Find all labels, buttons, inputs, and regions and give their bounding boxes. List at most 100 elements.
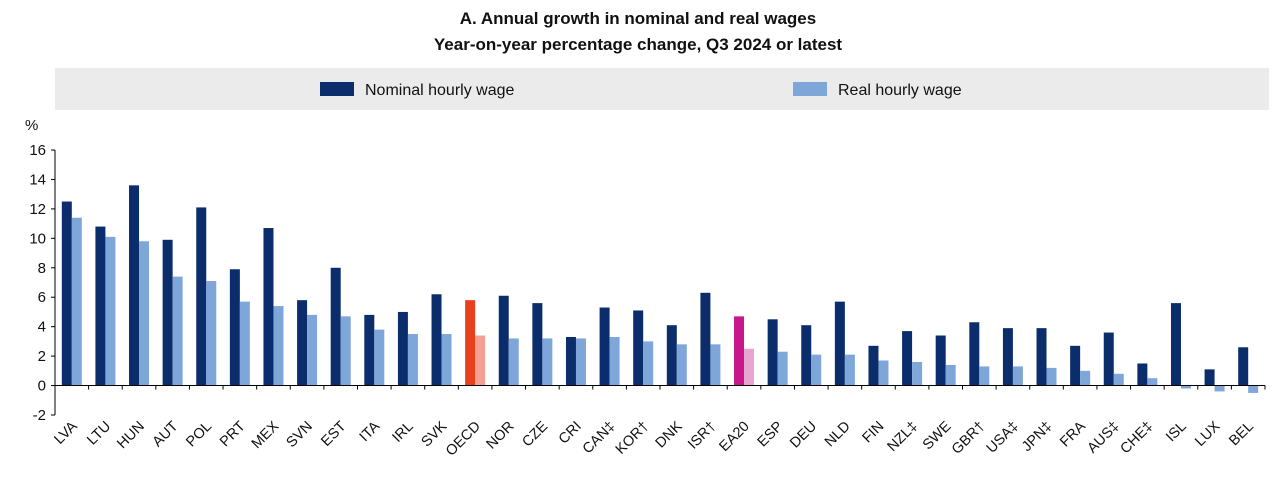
bar-real <box>1214 385 1225 392</box>
category-label: LVA <box>51 418 80 447</box>
bar-nominal <box>1036 328 1047 386</box>
bar-real <box>1248 385 1259 393</box>
bar-real <box>945 364 956 386</box>
bar-real <box>811 354 822 386</box>
bar-real <box>71 217 82 386</box>
category-label: LTU <box>84 419 114 449</box>
bar-real <box>1046 367 1057 386</box>
bar-real <box>340 316 351 386</box>
y-axis-unit: % <box>25 117 38 134</box>
bar-nominal <box>700 292 711 386</box>
category-label: ESP <box>755 419 787 451</box>
bar-real <box>1012 366 1023 386</box>
bar-nominal <box>1070 345 1081 386</box>
bar-real <box>710 344 721 386</box>
bar-nominal <box>1170 303 1181 386</box>
category-label: CAN‡ <box>580 419 619 458</box>
y-tick-label: 10 <box>29 230 46 247</box>
bar-nominal <box>599 307 610 386</box>
bar-real <box>172 276 183 386</box>
bar-nominal <box>565 336 576 386</box>
legend-swatch-nominal <box>320 82 354 96</box>
category-label: BEL <box>1226 419 1257 450</box>
category-label: SVN <box>284 419 316 451</box>
bar-real <box>676 344 687 386</box>
bar-nominal <box>1137 363 1148 386</box>
bar-nominal <box>532 303 543 386</box>
y-tick-label: 8 <box>38 260 46 277</box>
chart-subtitle: Year-on-year percentage change, Q3 2024 … <box>434 35 843 54</box>
bar-real <box>206 281 217 386</box>
y-tick-label: 4 <box>38 319 46 336</box>
bar-nominal <box>633 310 644 386</box>
y-tick-label: 6 <box>38 289 46 306</box>
bar-real <box>239 301 250 386</box>
category-labels: LVA LTU HUN AUT POL PRT MEX SVN EST ITA IRL SVKOECD… <box>51 418 1257 459</box>
category-label: KOR† <box>613 419 652 458</box>
bar-real <box>273 306 284 386</box>
bars <box>61 185 1266 393</box>
bar-real <box>643 341 654 386</box>
bar-real <box>105 236 116 386</box>
bar-nominal <box>902 331 913 386</box>
bar-real <box>1080 370 1091 386</box>
bar-nominal <box>868 345 879 386</box>
bar-real <box>979 366 990 386</box>
bar-nominal <box>196 207 207 386</box>
category-label: AUS‡ <box>1084 419 1122 457</box>
category-label: POL <box>183 419 215 451</box>
y-tick-label: -2 <box>33 407 46 424</box>
category-label: NOR <box>483 419 517 453</box>
category-label: JPN‡ <box>1019 419 1055 455</box>
bar-nominal <box>834 301 845 386</box>
category-label: EA20 <box>716 419 752 455</box>
bar-nominal <box>129 185 140 386</box>
bar-nominal <box>801 325 812 386</box>
bar-nominal <box>263 228 274 386</box>
y-axis-ticks: -2 0 2 4 6 8 10 12 14 16 <box>29 142 55 424</box>
bar-nominal <box>297 300 308 386</box>
bar-nominal <box>1204 369 1215 386</box>
bar-nominal <box>666 325 677 386</box>
bar-nominal <box>364 314 375 386</box>
bar-nominal <box>969 322 980 386</box>
category-label: PRT <box>217 418 249 450</box>
bar-real <box>1180 385 1191 389</box>
category-label: NLD <box>822 419 854 451</box>
category-label: DEU <box>787 419 820 452</box>
y-tick-label: 2 <box>38 348 46 365</box>
bar-real <box>475 335 486 386</box>
bar-nominal <box>397 311 408 386</box>
category-label: ISR† <box>685 419 719 453</box>
bar-real <box>542 338 553 386</box>
category-label: USA‡ <box>984 419 1022 457</box>
category-label: ITA <box>357 418 384 445</box>
bar-real <box>407 334 418 386</box>
bar-real <box>744 348 755 386</box>
bar-nominal <box>229 269 240 386</box>
bar-nominal <box>162 239 173 386</box>
bar-real <box>777 351 788 386</box>
bar-real <box>508 338 519 386</box>
y-tick-label: 16 <box>29 142 46 159</box>
bar-real <box>575 338 586 386</box>
bar-nominal <box>465 300 476 386</box>
bar-real <box>1147 378 1158 386</box>
bar-real <box>878 360 889 386</box>
bar-nominal <box>935 335 946 386</box>
bar-real <box>441 334 452 386</box>
category-label: IRL <box>389 419 416 446</box>
category-label: ISL <box>1163 419 1190 446</box>
bar-nominal <box>330 267 341 386</box>
bar-nominal <box>498 295 509 386</box>
bar-nominal <box>1103 332 1114 386</box>
bar-nominal <box>95 226 106 386</box>
y-tick-label: 0 <box>38 378 46 395</box>
category-label: CRI <box>556 419 585 448</box>
bar-real <box>307 314 318 386</box>
category-label: HUN <box>114 419 148 453</box>
bar-real <box>139 241 150 386</box>
bar-nominal <box>431 294 442 386</box>
bar-real <box>1113 373 1124 386</box>
